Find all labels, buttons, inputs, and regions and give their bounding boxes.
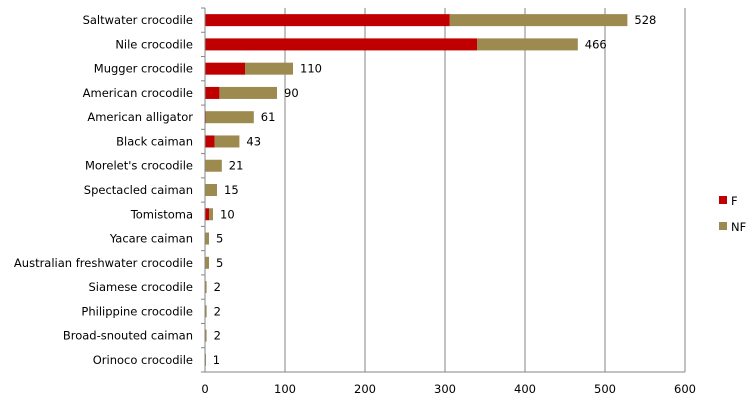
legend-label-f: F	[731, 194, 738, 208]
bar-segment-nf	[205, 256, 209, 269]
category-label: Philippine crocodile	[81, 304, 193, 318]
category-label: Orinoco crocodile	[93, 353, 193, 367]
legend-swatch-f	[719, 196, 727, 204]
legend: F NF	[719, 194, 746, 234]
category-label: Broad-snouted caiman	[63, 329, 193, 343]
category-label: Black caiman	[116, 134, 193, 148]
total-data-label: 5	[216, 232, 223, 246]
category-label: Nile crocodile	[115, 37, 193, 51]
x-tick-label: 600	[674, 382, 696, 396]
total-data-label: 2	[214, 329, 221, 343]
total-data-label: 1	[213, 353, 220, 367]
category-label: Spectacled caiman	[84, 183, 193, 197]
total-data-label: 61	[261, 110, 276, 124]
category-label: American crocodile	[83, 86, 193, 100]
bar-segment-f	[205, 135, 215, 148]
category-label: Yacare caiman	[109, 232, 193, 246]
category-label: Australian freshwater crocodile	[14, 256, 193, 270]
legend-swatch-nf	[719, 222, 727, 230]
bar-segment-nf	[449, 14, 628, 27]
category-label: Tomistoma	[130, 207, 193, 221]
total-data-label: 15	[224, 183, 239, 197]
axes: 0 100 200 300 400 500 600	[201, 7, 696, 396]
total-data-label: 10	[220, 207, 235, 221]
bar-segment-nf	[205, 281, 207, 294]
x-tick-label: 400	[514, 382, 536, 396]
bar-segment-nf	[205, 329, 207, 342]
total-data-label: 110	[300, 62, 322, 76]
bars	[205, 14, 628, 366]
total-data-label: 5	[216, 256, 223, 270]
bar-segment-nf	[209, 208, 213, 221]
x-tick-label: 200	[354, 382, 376, 396]
x-tick-label: 100	[274, 382, 296, 396]
bar-segment-nf	[477, 38, 578, 51]
bar-segment-nf	[205, 184, 217, 196]
bar-segment-nf	[205, 232, 209, 245]
bar-segment-nf	[205, 305, 207, 318]
total-data-label: 90	[284, 86, 299, 100]
bar-segment-nf	[245, 62, 293, 75]
total-data-label: 2	[214, 280, 221, 294]
x-tick-label: 300	[434, 382, 456, 396]
gridlines	[284, 8, 686, 372]
bar-segment-f	[205, 208, 209, 221]
total-data-label: 21	[229, 159, 244, 173]
bar-segment-f	[205, 86, 220, 99]
bar-segment-f	[205, 38, 477, 51]
bar-segment-nf	[214, 135, 240, 148]
bar-segment-nf	[219, 86, 277, 99]
x-tick-label: 500	[594, 382, 616, 396]
category-label: Mugger crocodile	[94, 62, 193, 76]
bar-segment-nf	[205, 159, 222, 172]
category-label: Morelet's crocodile	[85, 159, 193, 173]
bar-segment-f	[205, 62, 245, 75]
total-data-label: 2	[214, 304, 221, 318]
bar-segment-nf	[205, 111, 254, 124]
category-label: Siamese crocodile	[89, 280, 194, 294]
total-data-label: 528	[634, 13, 656, 27]
total-data-label: 43	[246, 134, 261, 148]
labels: Saltwater crocodile 528 Nile crocodile 466 M…	[14, 13, 656, 367]
total-data-label: 466	[585, 37, 607, 51]
category-label: American alligator	[87, 110, 193, 124]
category-label: Saltwater crocodile	[83, 13, 193, 27]
x-tick-label: 0	[201, 382, 208, 396]
legend-label-nf: NF	[731, 220, 746, 234]
bar-segment-f	[205, 14, 450, 27]
